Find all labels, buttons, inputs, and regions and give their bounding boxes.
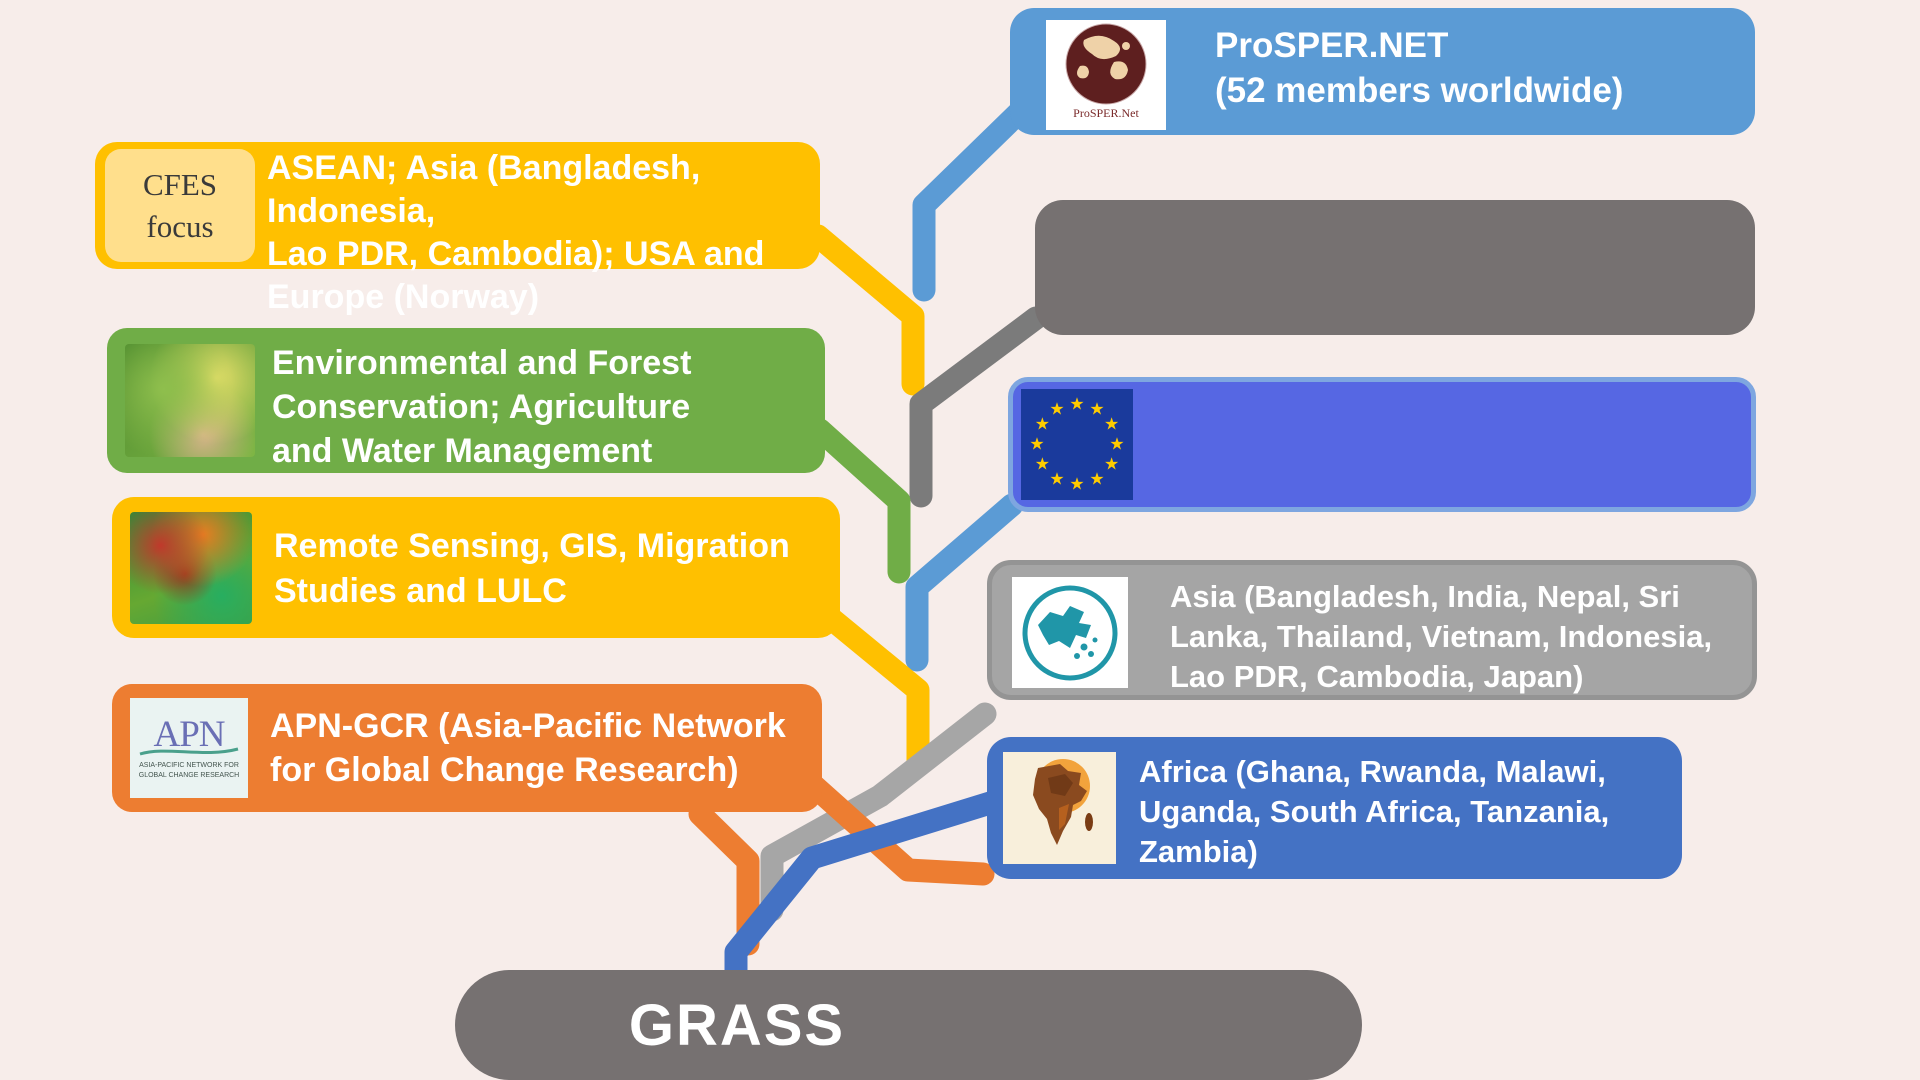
eu-star-icon: ★ xyxy=(1089,399,1105,419)
connector-asia xyxy=(760,702,997,922)
prosper-net-logo-caption: ProSPER.Net xyxy=(1073,106,1139,120)
asia-map xyxy=(1012,577,1128,688)
apn-logo-wave-icon xyxy=(139,747,239,756)
eu-star-icon: ★ xyxy=(1034,454,1050,474)
eu-star-icon: ★ xyxy=(1089,469,1105,489)
apn-logo-title: APN xyxy=(153,714,225,756)
connector-apn-to-africa xyxy=(802,774,995,886)
remote-sensing-box: Remote Sensing, GIS, Migration Studies a… xyxy=(112,497,840,638)
eu-star-icon: ★ xyxy=(1109,434,1125,454)
grass-label: GRASS xyxy=(628,992,846,1058)
asia-box: Asia (Bangladesh, India, Nepal, Sri Lank… xyxy=(987,560,1757,700)
eu-star-icon: ★ xyxy=(1029,434,1045,454)
connector-gray-box xyxy=(909,306,1048,508)
apn-gcr-text: APN-GCR (Asia-Pacific Network for Global… xyxy=(270,707,786,789)
prosper-net-box: ProSPER.Net ProSPER.NET (52 members worl… xyxy=(1010,8,1755,135)
eu-star-icon: ★ xyxy=(1104,454,1120,474)
connector-cfes xyxy=(806,224,925,396)
blank-gray-box xyxy=(1035,200,1755,335)
asia-text: Asia (Bangladesh, India, Nepal, Sri Lank… xyxy=(1170,579,1713,694)
connector-africa xyxy=(724,791,1002,986)
connector-apn xyxy=(688,802,760,956)
globe-icon xyxy=(1065,23,1147,105)
africa-map-icon xyxy=(1033,759,1093,845)
cfes-focus-text: ASEAN; Asia (Bangladesh, Indonesia, Lao … xyxy=(267,149,765,316)
connector-eu xyxy=(905,493,1024,672)
connector-prosper xyxy=(912,80,1052,302)
apn-logo: APN ASIA-PACIFIC NETWORK FOR GLOBAL CHAN… xyxy=(130,698,248,798)
eu-box: ★ ★ ★ ★ ★ ★ ★ ★ ★ ★ ★ ★ xyxy=(1008,377,1756,512)
asia-map-icon xyxy=(1022,585,1118,680)
eu-star-icon: ★ xyxy=(1069,474,1085,494)
eu-star-icon: ★ xyxy=(1049,399,1065,419)
plant-in-hands-photo xyxy=(125,344,255,457)
terrain-relief-photo xyxy=(130,512,252,624)
prosper-net-text: ProSPER.NET (52 members worldwide) xyxy=(1215,26,1624,110)
connector-environment xyxy=(808,418,911,584)
eu-star-icon: ★ xyxy=(1104,414,1120,434)
apn-gcr-box: APN ASIA-PACIFIC NETWORK FOR GLOBAL CHAN… xyxy=(112,684,822,812)
prosper-net-logo: ProSPER.Net xyxy=(1046,20,1166,130)
cfes-focus-box: CFES focus ASEAN; Asia (Bangladesh, Indo… xyxy=(95,142,820,316)
eu-star-icon: ★ xyxy=(1034,414,1050,434)
remote-sensing-text: Remote Sensing, GIS, Migration Studies a… xyxy=(274,527,790,610)
africa-map xyxy=(1003,752,1116,864)
apn-logo-caption: ASIA-PACIFIC NETWORK FOR GLOBAL CHANGE R… xyxy=(138,762,240,779)
grass-root-box: GRASS xyxy=(455,970,1362,1080)
connector-remote-sensing xyxy=(816,604,930,774)
environment-box: Environmental and Forest Conservation; A… xyxy=(107,328,825,473)
eu-flag: ★ ★ ★ ★ ★ ★ ★ ★ ★ ★ ★ ★ xyxy=(1021,389,1133,500)
environment-text: Environmental and Forest Conservation; A… xyxy=(272,344,692,470)
africa-box: Africa (Ghana, Rwanda, Malawi, Uganda, S… xyxy=(987,737,1682,879)
eu-star-icon: ★ xyxy=(1069,394,1085,414)
cfes-focus-badge: CFES focus xyxy=(105,149,255,262)
eu-star-icon: ★ xyxy=(1049,469,1065,489)
africa-text: Africa (Ghana, Rwanda, Malawi, Uganda, S… xyxy=(1139,754,1610,869)
